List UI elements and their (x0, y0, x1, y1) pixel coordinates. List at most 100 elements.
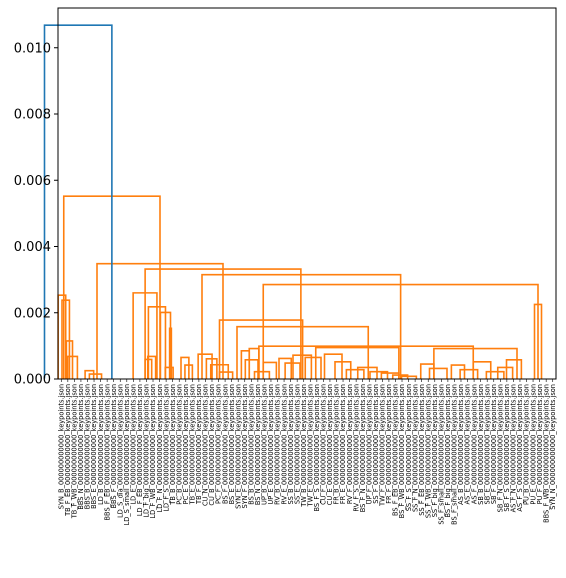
leaf-label: RV_F_000000000000_keypoints.json (346, 384, 354, 504)
leaf-label: AS_F_N_000000000000_keypoints.json (510, 384, 518, 512)
leaf-label: FR_E_000000000000_keypoints.json (339, 384, 347, 504)
leaf-label: FR_F_000000000000_keypoints.json (385, 384, 393, 504)
leaf-label: BBS_F_EB_000000000000_keypoints.json (103, 384, 111, 521)
leaf-label: LD_S_small_000000000000_keypoints.json (123, 384, 131, 525)
leaf-label: TB_F_WB_000000000000_keypoints.json (71, 384, 79, 519)
leaf-label: RV_F_S_000000000000_keypoints.json (352, 384, 360, 512)
leaf-label: RV_B_000000000000_keypoints.json (274, 384, 282, 505)
leaf-label: CU_E_000000000000_keypoints.json (326, 384, 334, 505)
dendrogram-link (244, 358, 259, 379)
dendrogram-link (345, 368, 365, 379)
y-tick-label: 0.010 (14, 41, 51, 56)
dendrogram-link (419, 363, 435, 379)
leaf-label: LD_E_000000000000_keypoints.json (130, 384, 138, 505)
leaf-label: BS_F_WB_000000000000_keypoints.json (398, 384, 406, 518)
dendrogram-link (505, 358, 523, 379)
y-tick-label: 0.000 (14, 373, 51, 388)
leaf-label: SS_F_S_000000000000_keypoints.json (405, 384, 413, 511)
dendrogram-link (496, 366, 514, 379)
leaf-label: BS_F_big_000000000000_keypoints.json (444, 384, 452, 518)
leaf-label: BBS_B_000000000000_keypoints.json (84, 384, 92, 509)
leaf-label: UP_F_000000000000_keypoints.json (365, 384, 373, 504)
leaf-label: SYN_E_000000000000_keypoints.json (234, 384, 242, 509)
leaf-label: CU_F_000000000000_keypoints.json (320, 384, 328, 505)
dendrogram-link (205, 357, 218, 379)
leaf-label: LD_F_big_000000000000_keypoints.json (143, 384, 151, 518)
leaf-label: SS_B_000000000000_keypoints.json (287, 384, 295, 505)
dendrogram-link (218, 371, 234, 379)
dendrogram-link (323, 353, 343, 379)
leaf-label: TB_E_000000000000_keypoints.json (189, 384, 197, 505)
leaf-label: BBS_E_000000000000_keypoints.json (90, 384, 98, 509)
leaf-label: AS_F_000000000000_keypoints.json (470, 384, 478, 504)
leaf-label: BS_F_N_000000000000_keypoints.json (359, 384, 367, 512)
leaf-label: SYN_N_000000000000_keypoints.json (549, 384, 557, 510)
dendrogram-link (88, 373, 103, 379)
leaf-label: BBS_N_000000000000_keypoints.json (77, 384, 85, 510)
leaf-label: LD_B_000000000000_keypoints.json (97, 384, 105, 505)
leaf-label: LD_F_EB_000000000000_keypoints.json (136, 384, 144, 516)
leaf-label: LD_F_WB_000000000000_keypoints.json (149, 384, 157, 519)
leaf-label: FR_B_000000000000_keypoints.json (333, 384, 341, 505)
leaf-label: SS_F_WB_000000000000_keypoints.json (424, 384, 432, 518)
leaf-label: SB_F_S_000000000000_keypoints.json (503, 384, 511, 512)
leaf-label: SYN_B_000000000000_keypoints.json (57, 384, 65, 509)
dendrogram-link (197, 353, 213, 379)
leaf-label: SYN_F_000000000000_keypoints.json (241, 384, 249, 509)
dendrogram-link (485, 370, 505, 379)
leaf-label: TW_E_000000000000_keypoints.json (306, 384, 314, 507)
leaf-label: SB_E_000000000000_keypoints.json (483, 384, 491, 504)
leaf-label: PC_B_000000000000_keypoints.json (175, 384, 183, 505)
leaf-label: AS_F_S_000000000000_keypoints.json (516, 384, 524, 512)
dendrogram-link (459, 368, 479, 379)
leaf-label: TW_B_000000000000_keypoints.json (300, 384, 308, 508)
leaf-label: TW_F_000000000000_keypoints.json (379, 384, 387, 507)
leaf-label: PC_E_000000000000_keypoints.json (182, 384, 190, 504)
leaf-labels: SYN_B_000000000000_keypoints.jsonTB_F_EB… (57, 379, 557, 525)
dendrogram-link (258, 345, 475, 379)
leaf-label: BS_F_S_000000000000_keypoints.json (313, 384, 321, 511)
leaf-label: TB_F_000000000000_keypoints.json (195, 384, 203, 505)
dendrogram-link (369, 370, 389, 379)
dendrogram-link (184, 364, 194, 379)
dendrogram-link (400, 375, 418, 379)
leaf-label: BS_F_small_000000000000_keypoints.json (451, 384, 459, 525)
y-axis: 0.000 0.002 0.004 0.006 0.008 0.010 (14, 41, 58, 388)
leaf-label: LD_F_N_000000000000_keypoints.json (156, 384, 164, 512)
leaf-label: UP_B_000000000000_keypoints.json (261, 384, 269, 505)
leaf-label: AS_E_000000000000_keypoints.json (464, 384, 472, 504)
dendrogram-link (314, 346, 400, 379)
leaf-label: UP_E_000000000000_keypoints.json (267, 384, 275, 505)
leaf-label: SS_F_N_000000000000_keypoints.json (411, 384, 419, 512)
leaf-label: CU_N_000000000000_keypoints.json (202, 384, 210, 506)
dendrogram-link (180, 356, 190, 379)
leaf-label: SS_E_000000000000_keypoints.json (293, 384, 301, 504)
dendrogram-link (356, 366, 378, 379)
y-tick-label: 0.004 (14, 240, 51, 255)
dendrogram-link (278, 357, 293, 379)
dendrogram-link (43, 24, 113, 379)
dendrogram-link (253, 370, 271, 379)
leaf-label: BBS_F_WB_000000000000_keypoints.json (542, 384, 550, 523)
leaf-label: BS_F_000000000000_keypoints.json (221, 384, 229, 504)
leaf-label: SB_F_N_000000000000_keypoints.json (497, 384, 505, 512)
leaf-label: TB_F_EB_000000000000_keypoints.json (64, 384, 72, 517)
leaf-label: LD_S_dia_000000000000_keypoints.json (116, 384, 124, 518)
leaf-label: SS_F_small_000000000000_keypoints.json (438, 384, 446, 525)
leaf-label: SS_F_big_000000000000_keypoints.json (431, 384, 439, 517)
plot-frame (57, 7, 557, 380)
leaf-label: TB_B_000000000000_keypoints.json (169, 384, 177, 506)
dendrogram-link (304, 356, 322, 379)
leaf-label: BS_B_000000000000_keypoints.json (248, 384, 256, 505)
dendrogram-link (450, 364, 466, 379)
leaf-label: CU_B_000000000000_keypoints.json (208, 384, 216, 506)
leaf-label: AS_B_000000000000_keypoints.json (457, 384, 465, 505)
dendrogram-links (43, 24, 543, 379)
leaf-label: BS_E_000000000000_keypoints.json (228, 384, 236, 504)
y-tick-label: 0.002 (14, 306, 51, 321)
leaf-label: SS_F_000000000000_keypoints.json (372, 384, 380, 504)
y-tick-label: 0.008 (14, 108, 51, 123)
leaf-label: PU_F_000000000000_keypoints.json (536, 384, 544, 504)
leaf-label: RV_E_000000000000_keypoints.json (280, 384, 288, 505)
